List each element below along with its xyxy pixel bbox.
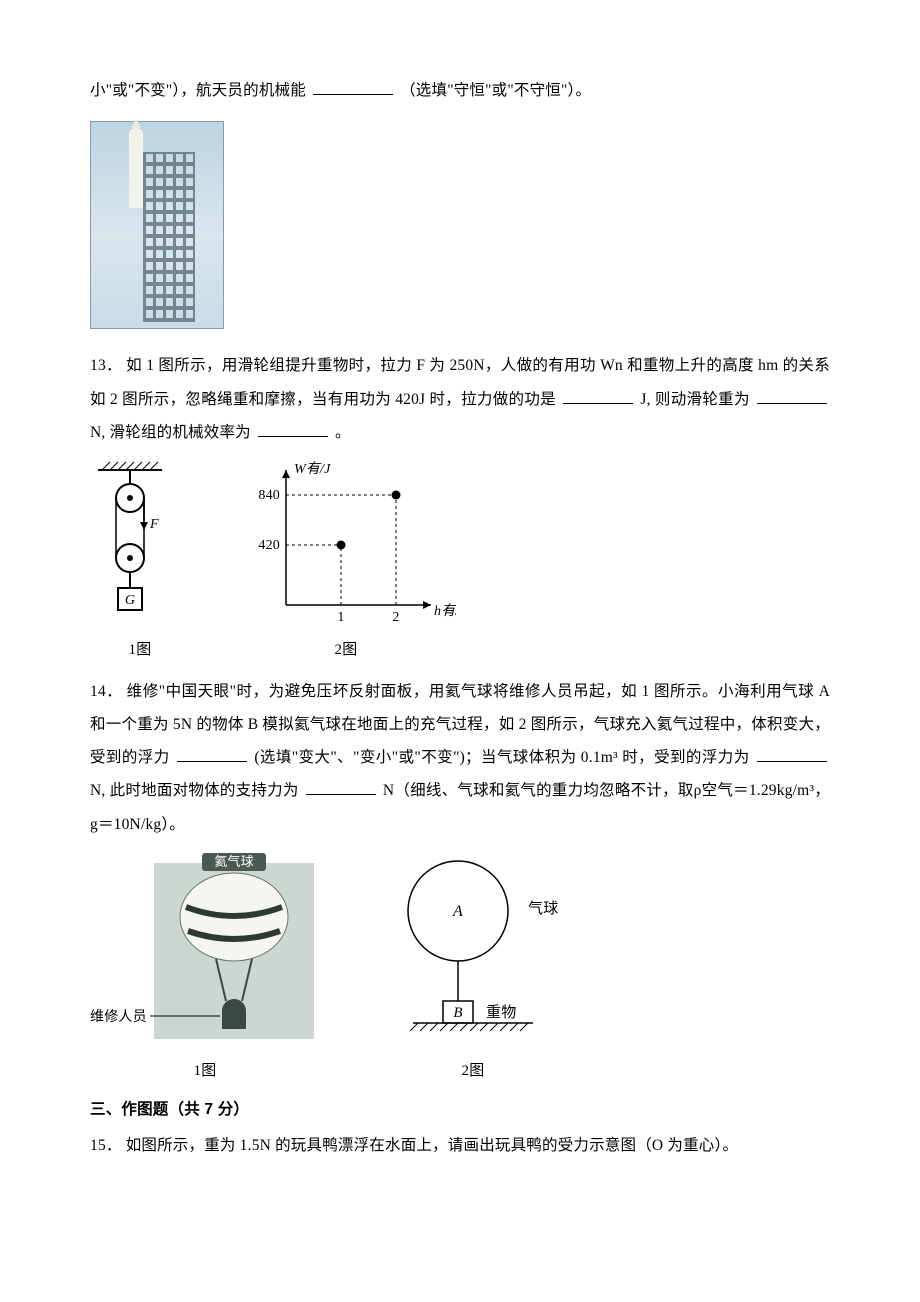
- chart-xlabel: h有/m: [434, 603, 456, 619]
- q15-text: 如图所示，重为 1.5N 的玩具鸭漂浮在水面上，请画出玩具鸭的受力示意图（O 为…: [126, 1137, 738, 1154]
- q13-blank-3: [258, 421, 328, 437]
- q13-figures: G F 1图 420 840 1 2 W有/J h有/: [90, 455, 830, 666]
- page: 小"或"不变"），航天员的机械能 （选填"守恒"或"不守恒"）。 13． 如 1…: [0, 0, 920, 1302]
- launch-gantry: [143, 152, 195, 322]
- diagram-label-b: B: [453, 1005, 462, 1021]
- q13-text-c: N, 滑轮组的机械效率为: [90, 424, 251, 441]
- q14-number: 14．: [90, 683, 122, 700]
- q12-blank: [313, 79, 393, 95]
- q13-text-d: 。: [335, 424, 351, 441]
- q13-fig1-label: 1图: [90, 634, 190, 666]
- q14-blank-3: [306, 780, 376, 796]
- section-3-heading: 三、作图题（共 7 分）: [90, 1093, 830, 1126]
- q14-text-b: N, 此时地面对物体的支持力为: [90, 782, 299, 799]
- q13-chart-svg: 420 840 1 2 W有/J h有/m: [236, 455, 456, 630]
- diagram-weight-text: 重物: [486, 1004, 516, 1021]
- q13-number: 13．: [90, 357, 122, 374]
- chart-xtick-1: 1: [337, 610, 344, 625]
- chart-point-1: [337, 541, 346, 550]
- chart-ytick-840: 840: [258, 488, 280, 503]
- q14-fig1-label: 1图: [90, 1055, 320, 1087]
- q13-fig2-label: 2图: [236, 634, 456, 666]
- q12-image-block: [90, 121, 830, 329]
- q13-blank-2: [757, 388, 827, 404]
- balloon-label: 氦气球: [214, 854, 254, 869]
- q12-tail-line: 小"或"不变"），航天员的机械能 （选填"守恒"或"不守恒"）。: [90, 74, 830, 107]
- chart-xtick-2: 2: [392, 610, 399, 625]
- diagram-balloon-text: 气球: [528, 900, 558, 917]
- chart-ytick-420: 420: [258, 538, 280, 553]
- q13-fig1: G F 1图: [90, 460, 190, 666]
- q13-text-b: J, 则动滑轮重为: [640, 391, 749, 408]
- person-label: 维修人员: [90, 1009, 147, 1025]
- q15-number: 15．: [90, 1137, 122, 1154]
- q14-photo-svg: 氦气球 维修人员: [90, 851, 320, 1051]
- diagram-label-a: A: [452, 903, 463, 920]
- q15-paragraph: 15． 如图所示，重为 1.5N 的玩具鸭漂浮在水面上，请画出玩具鸭的受力示意图…: [90, 1129, 830, 1162]
- q14-fig2: A 气球 B 重物 2图: [368, 851, 578, 1087]
- q13-fig2: 420 840 1 2 W有/J h有/m 2图: [236, 455, 456, 666]
- q12-prefix: 小"或"不变"），航天员的机械能: [90, 82, 306, 99]
- q14-blank-2: [757, 746, 827, 762]
- rocket-icon: [129, 128, 143, 208]
- pulley-svg: G F: [90, 460, 170, 630]
- q14-blank-1: [177, 746, 247, 762]
- pulley-label-f: F: [149, 517, 159, 532]
- q14-fig1: 氦气球 维修人员 1图: [90, 851, 320, 1087]
- q14-hint1: (选填"变大"、"变小"或"不变")；当气球体积为 0.1m³ 时，受到的浮力为: [254, 749, 749, 766]
- q14-fig2-label: 2图: [368, 1055, 578, 1087]
- q14-figures: 氦气球 维修人员 1图 A 气球: [90, 851, 830, 1087]
- q14-paragraph: 14． 维修"中国天眼"时，为避免压坏反射面板，用氦气球将维修人员吊起，如 1 …: [90, 675, 830, 842]
- chart-ylabel: W有/J: [294, 461, 331, 477]
- q14-diagram-svg: A 气球 B 重物: [368, 851, 578, 1051]
- q12-hint: （选填"守恒"或"不守恒"）。: [400, 82, 591, 99]
- rocket-photo: [90, 121, 224, 329]
- chart-point-2: [392, 491, 401, 500]
- pulley-label-g: G: [125, 593, 135, 608]
- q13-blank-1: [563, 388, 633, 404]
- q13-paragraph: 13． 如 1 图所示，用滑轮组提升重物时，拉力 F 为 250N，人做的有用功…: [90, 349, 830, 449]
